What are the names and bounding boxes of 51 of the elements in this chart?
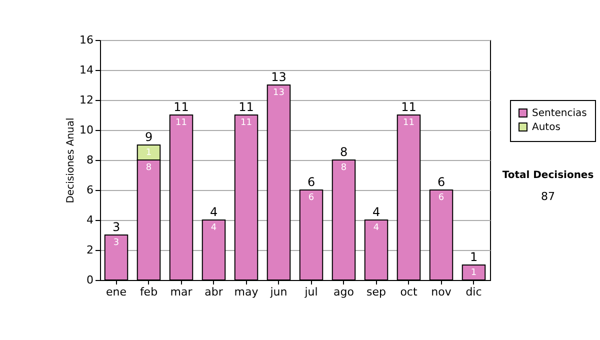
data-label: 1: [470, 268, 477, 278]
x-tick-label: ene: [106, 286, 127, 298]
total-label: 13: [271, 70, 286, 84]
x-tick-label: dic: [466, 286, 482, 298]
data-label: 8: [146, 163, 152, 173]
text: Total Decisiones: [502, 170, 594, 181]
y-tick-label: 10: [80, 124, 94, 136]
total-label: 11: [401, 100, 416, 114]
x-tick-label: jun: [269, 286, 288, 298]
x-tick-label: sep: [366, 286, 386, 298]
data-label: 1: [146, 148, 152, 158]
y-axis-title: Decisiones Anual: [66, 118, 77, 204]
x-tick-label: ago: [334, 286, 354, 298]
y-tick-label: 8: [86, 154, 94, 166]
y-tick-label: 4: [86, 214, 94, 226]
x-tick-label: may: [234, 286, 259, 298]
y-tick-label: 6: [86, 184, 94, 196]
total-label: 4: [372, 205, 380, 219]
data-label: 4: [210, 223, 217, 233]
data-label: 11: [403, 118, 414, 128]
x-tick-label: nov: [431, 286, 452, 298]
total-label: 6: [437, 175, 446, 189]
y-tick-label: 16: [80, 34, 94, 46]
data-label: 3: [113, 238, 120, 248]
text: 87: [541, 190, 555, 203]
x-tick-label: oct: [400, 286, 418, 298]
x-tick-label: feb: [140, 286, 158, 298]
data-label: 4: [373, 223, 380, 233]
x-tick-label: abr: [204, 286, 224, 298]
total-label: 9: [144, 130, 153, 144]
legend-label: Autos: [532, 122, 560, 133]
x-tick-label: jul: [304, 286, 318, 298]
data-label: 8: [340, 163, 347, 173]
y-tick-label: 0: [86, 274, 94, 286]
legend-label: Sentencias: [532, 108, 587, 119]
data-label: 6: [308, 193, 314, 203]
data-label: 11: [240, 118, 252, 128]
total-label: 11: [174, 100, 189, 114]
x-tick-label: mar: [170, 286, 193, 298]
total-label: 3: [112, 220, 120, 234]
total-label: 11: [238, 100, 254, 114]
total-label: 6: [307, 175, 316, 189]
y-tick-label: 14: [80, 64, 94, 76]
y-tick-label: 12: [80, 94, 94, 106]
y-tick-label: 2: [86, 244, 94, 256]
total-label: 8: [340, 145, 348, 159]
data-label: 6: [438, 193, 444, 203]
data-label: 13: [273, 88, 284, 98]
data-label: 11: [176, 118, 187, 128]
total-label: 1: [470, 250, 478, 264]
total-label: 4: [210, 205, 218, 219]
